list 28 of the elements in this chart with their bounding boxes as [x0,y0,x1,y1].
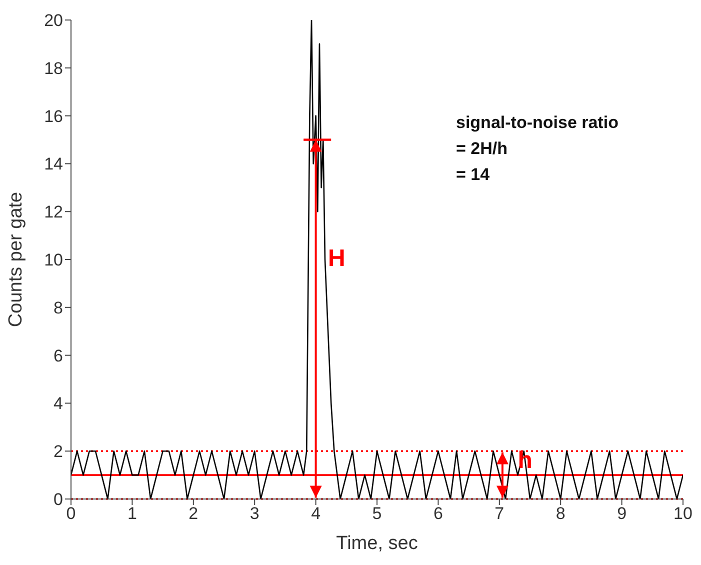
annotation: H [328,244,346,272]
x-tick-label: 4 [311,504,321,524]
annotation: signal-to-noise ratio [456,112,618,134]
x-tick-label: 2 [188,504,198,524]
x-tick-label: 6 [433,504,443,524]
x-tick-label: 10 [674,504,692,524]
y-tick-label: 6 [54,346,63,366]
x-tick-label: 1 [127,504,137,524]
y-tick-label: 8 [54,298,63,318]
y-tick-label: 0 [54,490,63,510]
y-tick-label: 20 [44,11,63,30]
y-tick-label: 10 [44,250,63,270]
x-axis-title: Time, sec [336,533,418,554]
annotation: = 2H/h [456,138,508,160]
y-tick-label: 18 [44,58,63,78]
x-tick-label: 3 [250,504,260,524]
x-tick-label: 7 [494,504,504,524]
x-tick-label: 5 [372,504,382,524]
y-tick-label: 4 [54,394,63,414]
annotation: = 14 [456,164,491,186]
x-tick-label: 9 [617,504,627,524]
y-axis-title: Counts per gate [6,192,27,328]
y-tick-label: 16 [44,106,63,126]
y-tick-label: 12 [44,202,63,222]
x-tick-label: 0 [66,504,76,524]
y-tick-label: 14 [44,154,63,174]
y-tick-label: 2 [54,442,63,462]
x-tick-label: 8 [556,504,566,524]
